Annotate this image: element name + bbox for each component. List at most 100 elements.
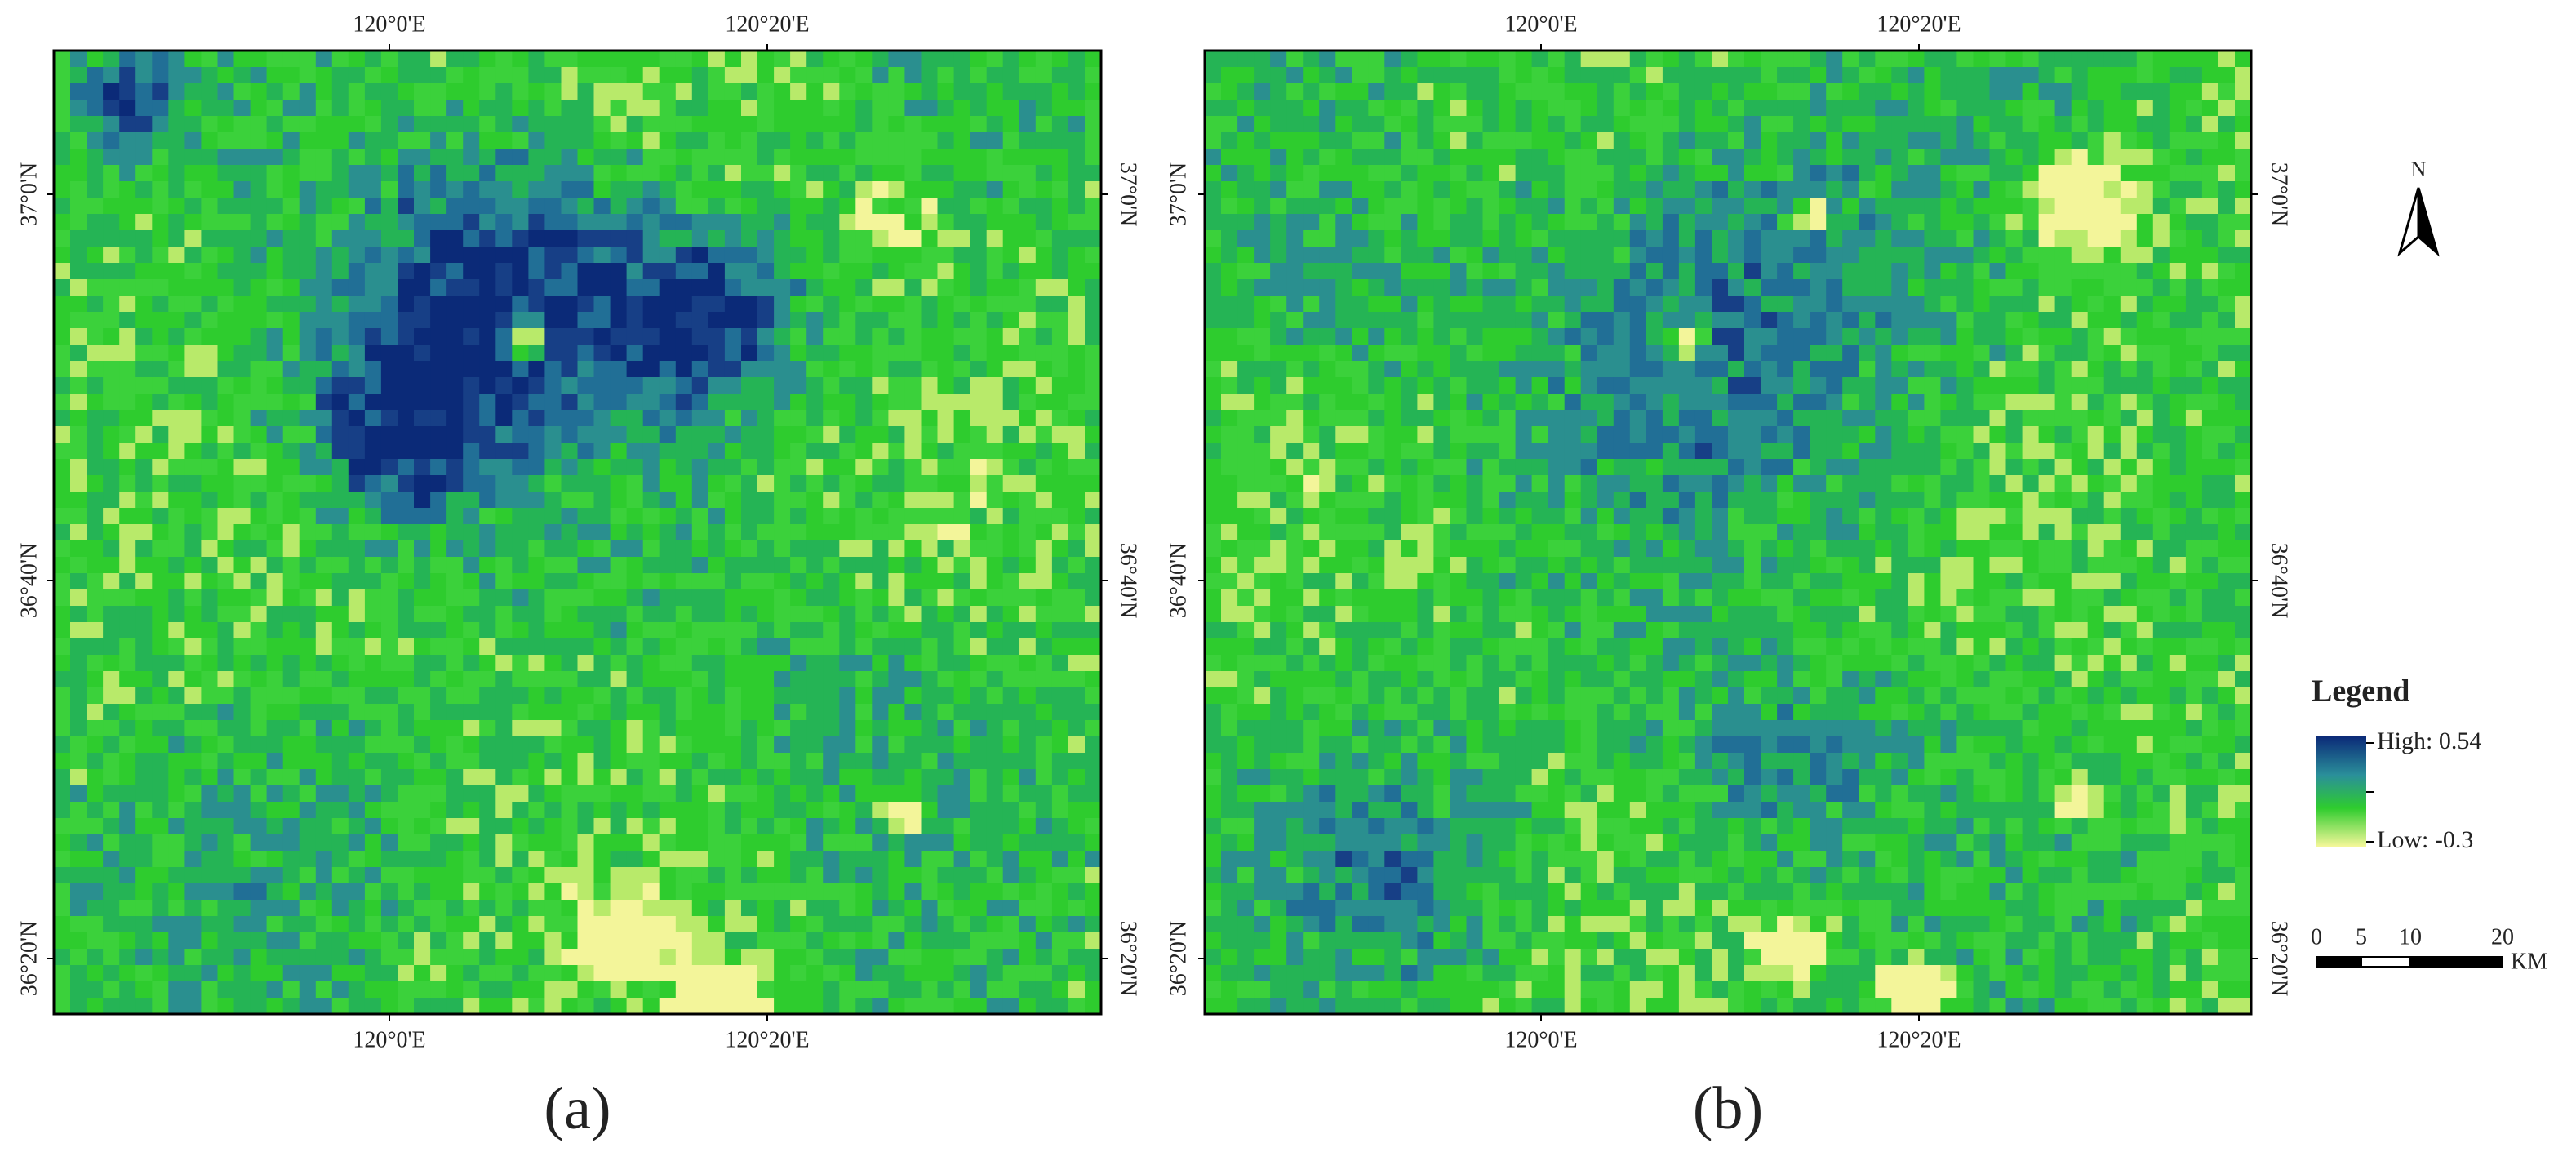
raster-cell xyxy=(495,328,513,345)
raster-cell xyxy=(577,687,595,705)
raster-cell xyxy=(87,312,104,329)
raster-cell xyxy=(299,769,317,786)
raster-cell xyxy=(479,459,496,476)
raster-cell xyxy=(315,900,333,917)
raster-cell xyxy=(806,998,824,1015)
raster-cell xyxy=(414,573,431,590)
raster-cell xyxy=(937,492,955,509)
raster-cell xyxy=(512,100,529,117)
raster-cell xyxy=(495,149,513,166)
raster-cell xyxy=(331,671,349,688)
raster-cell xyxy=(463,834,480,852)
raster-cell xyxy=(544,214,562,231)
raster-cell xyxy=(1989,51,2007,68)
raster-cell xyxy=(2103,51,2121,68)
raster-cell xyxy=(2235,51,2252,68)
raster-cell xyxy=(1728,198,1745,215)
raster-cell xyxy=(430,932,447,950)
raster-cell xyxy=(790,720,807,737)
raster-cell xyxy=(1777,149,1794,166)
raster-cell xyxy=(331,573,349,590)
raster-cell xyxy=(1629,279,1647,296)
raster-cell xyxy=(724,279,742,296)
raster-cell xyxy=(331,720,349,737)
raster-cell xyxy=(904,247,922,264)
raster-cell xyxy=(2120,51,2138,68)
raster-cell xyxy=(691,785,709,803)
raster-cell xyxy=(70,132,87,149)
raster-cell xyxy=(986,67,1004,84)
raster-cell xyxy=(839,606,856,623)
raster-cell xyxy=(2169,116,2187,133)
raster-cell xyxy=(1068,524,1086,541)
raster-cell xyxy=(250,932,268,950)
raster-cell xyxy=(463,638,480,656)
raster-cell xyxy=(1662,230,1680,247)
raster-cell xyxy=(168,83,185,100)
raster-cell xyxy=(2152,149,2170,166)
raster-cell xyxy=(1973,296,1991,313)
raster-cell xyxy=(757,655,775,672)
raster-cell xyxy=(1629,296,1647,313)
raster-cell xyxy=(610,279,628,296)
raster-cell xyxy=(1499,132,1517,149)
raster-cell xyxy=(904,410,922,427)
raster-cell xyxy=(1035,361,1053,378)
raster-cell xyxy=(398,116,415,133)
raster-cell xyxy=(741,132,758,149)
raster-cell xyxy=(479,851,496,868)
raster-cell xyxy=(1401,312,1418,329)
raster-cell xyxy=(790,704,807,721)
raster-cell xyxy=(593,312,611,329)
raster-cell xyxy=(774,671,791,688)
raster-cell xyxy=(2136,263,2154,280)
raster-cell xyxy=(1335,296,1352,313)
raster-cell xyxy=(1875,296,1892,313)
raster-cell xyxy=(414,818,431,835)
raster-cell xyxy=(119,345,136,362)
raster-cell xyxy=(1254,51,1271,68)
raster-cell xyxy=(331,181,349,198)
raster-cell xyxy=(446,851,464,868)
raster-cell xyxy=(331,165,349,182)
raster-cell xyxy=(512,704,529,721)
raster-cell xyxy=(315,116,333,133)
raster-cell xyxy=(904,51,922,68)
raster-cell xyxy=(1368,51,1385,68)
raster-cell xyxy=(1777,263,1794,280)
raster-cell xyxy=(1678,51,1696,68)
raster-cell xyxy=(790,687,807,705)
raster-cell xyxy=(414,851,431,868)
raster-cell xyxy=(806,736,824,754)
raster-cell xyxy=(1019,638,1037,656)
raster-cell xyxy=(414,345,431,362)
raster-cell xyxy=(708,165,726,182)
raster-cell xyxy=(184,704,202,721)
raster-cell xyxy=(544,589,562,607)
raster-cell xyxy=(87,410,104,427)
raster-cell xyxy=(201,394,218,411)
raster-cell xyxy=(1973,247,1991,264)
raster-cell xyxy=(184,214,202,231)
raster-cell xyxy=(593,394,611,411)
raster-cell xyxy=(888,508,905,525)
raster-cell xyxy=(1761,247,1778,264)
raster-cell xyxy=(380,426,398,443)
raster-cell xyxy=(168,785,185,803)
raster-cell xyxy=(839,100,856,117)
raster-cell xyxy=(1254,345,1271,362)
raster-cell xyxy=(2054,149,2072,166)
raster-cell xyxy=(1401,279,1418,296)
raster-cell xyxy=(593,867,611,884)
raster-cell xyxy=(2152,247,2170,264)
raster-cell xyxy=(1466,230,1484,247)
raster-cell xyxy=(855,851,873,868)
raster-cell xyxy=(577,116,595,133)
raster-cell xyxy=(659,263,677,280)
raster-cell xyxy=(855,328,873,345)
raster-cell xyxy=(2152,263,2170,280)
raster-cell xyxy=(872,540,889,558)
raster-cell xyxy=(1712,165,1729,182)
raster-cell xyxy=(839,704,856,721)
raster-cell xyxy=(217,328,235,345)
